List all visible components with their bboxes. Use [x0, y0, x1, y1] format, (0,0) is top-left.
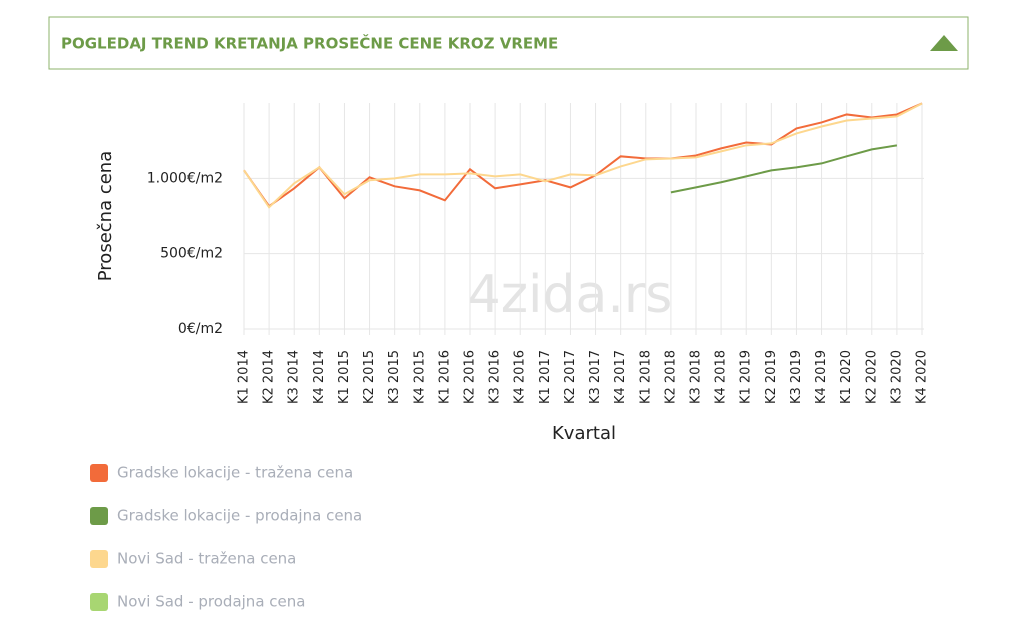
- x-axis-title: Kvartal: [552, 423, 616, 444]
- x-tick-label: K4 2017: [613, 350, 628, 404]
- x-tick-label: K4 2015: [412, 350, 427, 404]
- x-tick-label: K3 2014: [287, 350, 302, 404]
- x-tick-label: K2 2019: [764, 350, 779, 404]
- x-tick-label: K1 2014: [237, 350, 252, 404]
- header-box[interactable]: [48, 16, 969, 70]
- x-tick-label: K1 2016: [437, 350, 452, 404]
- x-tick-label: K3 2019: [789, 350, 804, 404]
- legend-label: Gradske lokacije - prodajna cena: [117, 507, 362, 525]
- y-tick-label: 0€/m2: [178, 321, 223, 337]
- x-tick-label: K4 2018: [714, 350, 729, 404]
- x-tick-label: K2 2020: [864, 350, 879, 404]
- legend-label: Novi Sad - prodajna cena: [117, 593, 305, 611]
- x-tick-label: K3 2018: [689, 350, 704, 404]
- legend-label: Novi Sad - tražena cena: [117, 550, 296, 568]
- toggle-icon[interactable]: [930, 35, 958, 51]
- x-tick-label: K2 2016: [463, 350, 478, 404]
- x-tick-label: K4 2020: [915, 350, 930, 404]
- x-tick-label: K4 2019: [814, 350, 829, 404]
- x-tick-label: K2 2015: [362, 350, 377, 404]
- legend-swatch: [90, 550, 108, 568]
- x-tick-label: K2 2017: [563, 350, 578, 404]
- legend-label: Gradske lokacije - tražena cena: [117, 464, 353, 482]
- y-tick-label: 500€/m2: [160, 246, 223, 262]
- y-tick-label: 1.000€/m2: [147, 170, 223, 186]
- series-line: [243, 102, 923, 208]
- x-tick-label: K3 2017: [588, 350, 603, 404]
- x-tick-label: K1 2015: [337, 350, 352, 404]
- x-tick-label: K2 2014: [262, 350, 277, 404]
- x-tick-label: K3 2015: [387, 350, 402, 404]
- x-tick-label: K1 2020: [839, 350, 854, 404]
- legend-swatch: [90, 593, 108, 611]
- series-line: [670, 144, 898, 194]
- x-tick-label: K2 2018: [663, 350, 678, 404]
- header-title: POGLEDAJ TREND KRETANJA PROSEČNE CENE KR…: [61, 34, 558, 53]
- x-tick-label: K4 2014: [312, 350, 327, 404]
- x-tick-label: K3 2016: [488, 350, 503, 404]
- x-tick-label: K4 2016: [513, 350, 528, 404]
- series-line: [243, 102, 923, 209]
- y-axis-title: Prosečna cena: [95, 151, 116, 281]
- x-tick-label: K1 2017: [538, 350, 553, 404]
- x-tick-label: K1 2018: [638, 350, 653, 404]
- legend-swatch: [90, 507, 108, 525]
- legend-swatch: [90, 464, 108, 482]
- x-tick-label: K1 2019: [739, 350, 754, 404]
- x-tick-label: K3 2020: [889, 350, 904, 404]
